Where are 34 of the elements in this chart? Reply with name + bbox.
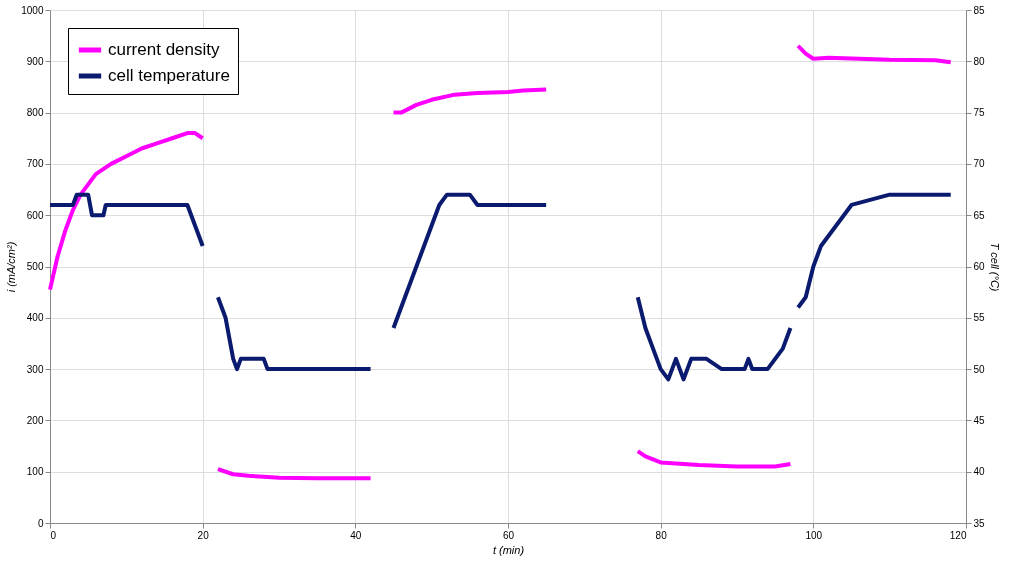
- x-tick-label: 20: [197, 529, 210, 541]
- y2-tick-label: 60: [973, 261, 986, 272]
- y-tick-label: 1000: [21, 4, 44, 16]
- y2-tick-label: 65: [973, 209, 986, 221]
- y2-axis-title: T cell (°C): [988, 242, 1001, 292]
- y-tick-label: 500: [26, 261, 44, 272]
- y-tick-label: 600: [26, 209, 44, 221]
- y2-tick-label: 35: [973, 517, 986, 529]
- y-tick-label: 200: [26, 414, 44, 426]
- legend-label: current density: [108, 40, 220, 59]
- y2-tick-label: 70: [973, 158, 986, 170]
- x-tick-label: 80: [655, 529, 668, 541]
- y-tick-label: 900: [26, 55, 44, 67]
- y-tick-label: 300: [26, 363, 44, 375]
- y2-tick-label: 45: [973, 414, 986, 426]
- x-tick-label: 60: [502, 529, 515, 541]
- y2-tick-label: 50: [973, 363, 986, 375]
- y2-tick-label: 75: [973, 107, 986, 119]
- y2-tick-label: 55: [973, 312, 986, 324]
- x-tick-label: 40: [350, 529, 362, 541]
- y-tick-label: 700: [26, 158, 44, 170]
- y2-tick-label: 85: [973, 4, 986, 16]
- y-tick-label: 100: [26, 466, 44, 478]
- y-axis-title: i (mA/cm²): [5, 241, 18, 293]
- x-tick-label: 0: [50, 529, 57, 541]
- x-axis-title: t (min): [492, 543, 525, 556]
- legend-label: cell temperature: [108, 66, 230, 85]
- x-tick-label: 120: [949, 529, 967, 541]
- x-tick-label: 100: [805, 529, 823, 541]
- y-tick-label: 400: [26, 312, 44, 324]
- y2-tick-label: 40: [973, 466, 986, 478]
- y2-tick-label: 80: [973, 55, 986, 67]
- y-tick-label: 800: [26, 107, 44, 119]
- y-tick-label: 0: [37, 517, 44, 529]
